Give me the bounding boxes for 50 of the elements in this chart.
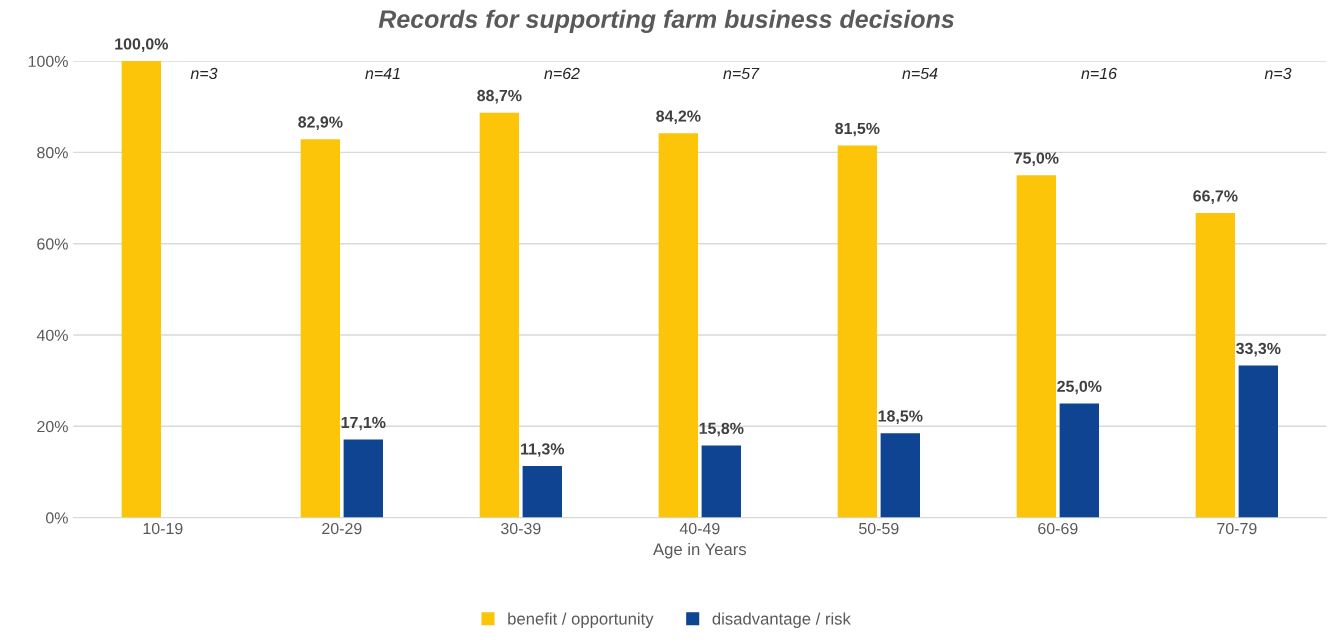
bar — [121, 61, 162, 518]
bar — [1016, 175, 1057, 518]
bar — [1238, 365, 1278, 518]
data-label: 33,3% — [1236, 342, 1281, 357]
annotation: n=54 — [902, 67, 938, 80]
bar — [1059, 403, 1099, 518]
data-label: 11,3% — [521, 443, 565, 457]
data-label: 81,5% — [835, 122, 880, 137]
x-tick-label: 10-19 — [143, 522, 183, 535]
x-tick-label: 40-49 — [679, 522, 720, 535]
x-axis-title: Age in Years — [653, 542, 747, 559]
y-tick-label: 100% — [28, 55, 68, 68]
annotation: n=41 — [365, 67, 400, 79]
bar — [479, 112, 520, 518]
bar — [880, 433, 920, 518]
annotation: n=57 — [723, 67, 760, 80]
x-tick-label: 50-59 — [859, 522, 899, 535]
data-label: 17,1% — [341, 416, 386, 431]
data-label: 25,0% — [1057, 380, 1102, 395]
annotation: n=62 — [544, 67, 580, 80]
x-tick-label: 30-39 — [501, 522, 541, 535]
bar — [343, 439, 383, 518]
bar — [658, 133, 699, 518]
y-tick-label: 0% — [45, 512, 68, 524]
data-label: 15,8% — [699, 422, 744, 437]
bar — [522, 466, 562, 518]
y-tick-label: 20% — [37, 420, 68, 433]
data-label: 84,2% — [656, 110, 701, 125]
x-tick-label: 60-69 — [1038, 522, 1078, 535]
annotation: n=16 — [1081, 67, 1117, 80]
data-label: 18,5% — [878, 410, 923, 424]
bar — [1195, 213, 1236, 518]
x-tick-label: 20-29 — [322, 522, 362, 535]
bar — [837, 145, 878, 518]
legend-label: disadvantage / risk — [712, 612, 851, 628]
annotation: n=3 — [1264, 67, 1292, 80]
data-label: 66,7% — [1193, 190, 1238, 204]
data-label: 100,0% — [115, 38, 168, 52]
annotation: n=3 — [190, 67, 218, 80]
bar — [300, 139, 341, 518]
data-label: 75,0% — [1014, 152, 1059, 167]
bar — [701, 445, 741, 518]
legend-label: benefit / opportunity — [508, 612, 654, 628]
y-tick-label: 80% — [37, 147, 68, 159]
x-tick-label: 70-79 — [1217, 522, 1257, 535]
data-label: 82,9% — [298, 116, 343, 130]
y-tick-label: 40% — [36, 329, 68, 341]
y-tick-label: 60% — [37, 238, 68, 250]
chart-title: Records for supporting farm business decisions — [378, 9, 954, 33]
data-label: 88,7% — [477, 89, 522, 104]
